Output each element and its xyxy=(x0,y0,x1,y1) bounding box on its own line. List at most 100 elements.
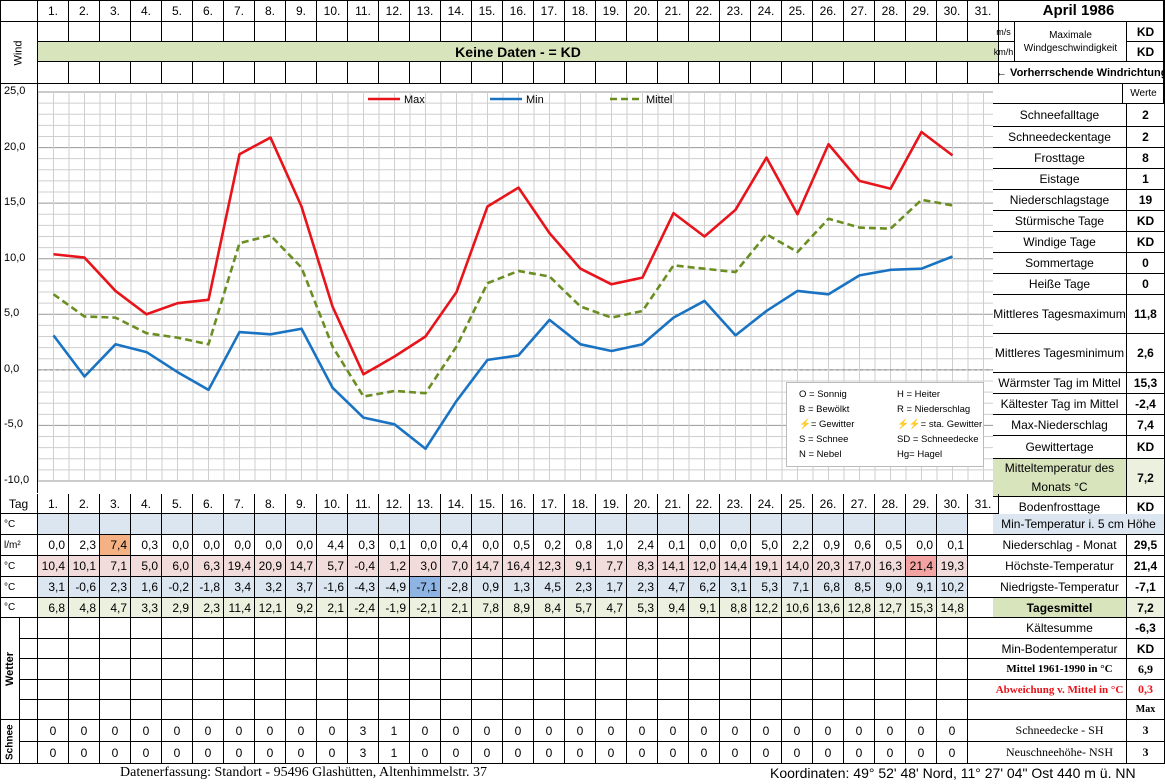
stat-label: Niederschlagstage xyxy=(993,190,1127,211)
wetter-cell xyxy=(503,700,534,720)
snow-cell: 0 xyxy=(813,720,844,742)
schnee-label-text: Schnee xyxy=(4,724,16,760)
table-cell: 0,0 xyxy=(193,535,224,556)
day-header-bottom: 22. xyxy=(689,494,720,514)
table-cell: -1,8 xyxy=(193,577,224,598)
wetter-cell xyxy=(224,700,255,720)
wind-cell xyxy=(813,62,844,84)
unit-ms: m/s xyxy=(993,22,1015,42)
stat-value: 0 xyxy=(1127,274,1165,295)
table-cell: 19,3 xyxy=(937,556,968,577)
snow-cell: 0 xyxy=(844,742,875,764)
day-header-bottom: 14. xyxy=(441,494,472,514)
wetter-cell xyxy=(875,618,906,639)
rl-label: Mittel 1961-1990 in °C xyxy=(993,659,1127,680)
wetter-cell xyxy=(782,700,813,720)
table-cell xyxy=(472,514,503,535)
no-data-banner: Keine Daten - = KD xyxy=(38,42,999,62)
table-cell xyxy=(689,514,720,535)
day-header: 8. xyxy=(255,0,286,22)
day-header-bottom: 6. xyxy=(193,494,224,514)
wetter-label-text: Wetter xyxy=(4,651,16,687)
snow-cell: 0 xyxy=(286,742,317,764)
wetter-cell xyxy=(69,618,100,639)
table-cell xyxy=(596,514,627,535)
wetter-cell xyxy=(689,659,720,680)
wetter-cell xyxy=(255,639,286,659)
wetter-sub xyxy=(20,659,38,680)
day-header-bottom: 31. xyxy=(968,494,999,514)
table-cell xyxy=(286,514,317,535)
rl-label: Min-Bodentemperatur xyxy=(993,639,1127,659)
wind-cell xyxy=(100,22,131,42)
snow-cell: 0 xyxy=(255,742,286,764)
table-cell xyxy=(100,514,131,535)
day-header-bottom: 28. xyxy=(875,494,906,514)
stat-value: KD xyxy=(1127,211,1165,232)
snow-cell: 0 xyxy=(720,742,751,764)
stat-value: 7,2 xyxy=(1127,459,1165,497)
legend-label: Max xyxy=(404,94,425,106)
table-cell: 0,9 xyxy=(813,535,844,556)
day-header: 17. xyxy=(534,0,565,22)
row-unit: °C xyxy=(0,514,38,535)
wetter-cell xyxy=(937,618,968,639)
weather-legend-entry: ⚡⚡= sta. Gewitter xyxy=(897,419,983,430)
snow-cell: 0 xyxy=(906,720,937,742)
stat-label: Stürmische Tage xyxy=(993,211,1127,232)
wetter-cell xyxy=(410,680,441,700)
table-cell: 4,7 xyxy=(596,598,627,618)
wind-cell xyxy=(689,62,720,84)
y-tick-label: 15,0 xyxy=(4,196,26,209)
wetter-cell xyxy=(906,700,937,720)
wind-cell xyxy=(937,62,968,84)
stat-value: KD xyxy=(1127,232,1165,253)
wetter-cell xyxy=(69,680,100,700)
wetter-cell xyxy=(410,618,441,639)
wetter-cell xyxy=(441,700,472,720)
wetter-cell xyxy=(565,659,596,680)
stat-value: KD xyxy=(1127,436,1165,459)
wetter-cell xyxy=(503,659,534,680)
table-cell: 5,0 xyxy=(131,556,162,577)
wind-cell xyxy=(844,62,875,84)
wind-cell xyxy=(875,22,906,42)
table-cell: 8,9 xyxy=(503,598,534,618)
table-cell: -0,4 xyxy=(348,556,379,577)
rl-value: -7,1 xyxy=(1127,577,1165,598)
wetter-cell xyxy=(627,700,658,720)
wetter-cell xyxy=(255,659,286,680)
table-cell: 14,8 xyxy=(937,598,968,618)
table-cell: 3,2 xyxy=(255,577,286,598)
stat-label: Schneedeckentage xyxy=(993,127,1127,148)
table-cell: -0,6 xyxy=(69,577,100,598)
table-cell: 4,7 xyxy=(100,598,131,618)
wetter-cell xyxy=(534,639,565,659)
wetter-cell xyxy=(565,680,596,700)
wetter-cell xyxy=(131,680,162,700)
wetter-cell xyxy=(317,680,348,700)
wind-cell xyxy=(162,62,193,84)
table-cell xyxy=(844,514,875,535)
wetter-cell xyxy=(937,680,968,700)
weather-legend-entry: O = Sonnig xyxy=(799,389,847,400)
wetter-cell xyxy=(534,700,565,720)
table-cell: 3,1 xyxy=(38,577,69,598)
footer-location: Datenerfassung: Standort - 95496 Glashüt… xyxy=(120,765,488,780)
y-axis-area xyxy=(0,84,38,493)
werte-label: Werte xyxy=(1123,84,1165,104)
wetter-cell xyxy=(844,618,875,639)
table-cell xyxy=(875,514,906,535)
snow-cell: 0 xyxy=(503,742,534,764)
table-cell: 7,7 xyxy=(596,556,627,577)
table-cell: 8,8 xyxy=(720,598,751,618)
wetter-cell xyxy=(720,618,751,639)
day-header: 26. xyxy=(813,0,844,22)
table-cell: 7,1 xyxy=(100,556,131,577)
wetter-cell xyxy=(224,680,255,700)
wetter-cell xyxy=(410,659,441,680)
table-cell: 21,4 xyxy=(906,556,937,577)
wetter-cell xyxy=(658,659,689,680)
wetter-cell xyxy=(131,700,162,720)
max-wind-kmh: KD xyxy=(1127,42,1165,62)
